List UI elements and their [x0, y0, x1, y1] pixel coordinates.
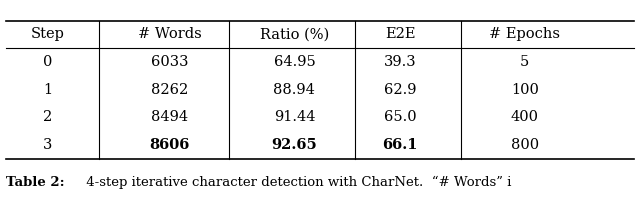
- Text: 88.94: 88.94: [273, 83, 316, 97]
- Text: 64.95: 64.95: [273, 55, 316, 69]
- Text: 100: 100: [511, 83, 539, 97]
- Text: Ratio (%): Ratio (%): [260, 27, 329, 42]
- Text: # Epochs: # Epochs: [490, 27, 560, 42]
- Text: 2: 2: [44, 110, 52, 124]
- Text: Table 2:: Table 2:: [6, 176, 65, 189]
- Text: E2E: E2E: [385, 27, 415, 42]
- Text: 3: 3: [44, 138, 52, 152]
- Text: 1: 1: [44, 83, 52, 97]
- Text: 92.65: 92.65: [271, 138, 317, 152]
- Text: 8262: 8262: [151, 83, 188, 97]
- Text: 8494: 8494: [151, 110, 188, 124]
- Text: 66.1: 66.1: [382, 138, 418, 152]
- Text: 800: 800: [511, 138, 539, 152]
- Text: Step: Step: [31, 27, 65, 42]
- Text: 62.9: 62.9: [384, 83, 416, 97]
- Text: 8606: 8606: [149, 138, 190, 152]
- Text: # Words: # Words: [138, 27, 202, 42]
- Text: 65.0: 65.0: [384, 110, 416, 124]
- Text: 4-step iterative character detection with CharNet.  “# Words” i: 4-step iterative character detection wit…: [82, 176, 511, 189]
- Text: 39.3: 39.3: [384, 55, 416, 69]
- Text: 5: 5: [520, 55, 529, 69]
- Text: 6033: 6033: [151, 55, 188, 69]
- Text: 400: 400: [511, 110, 539, 124]
- Text: 0: 0: [44, 55, 52, 69]
- Text: 91.44: 91.44: [274, 110, 315, 124]
